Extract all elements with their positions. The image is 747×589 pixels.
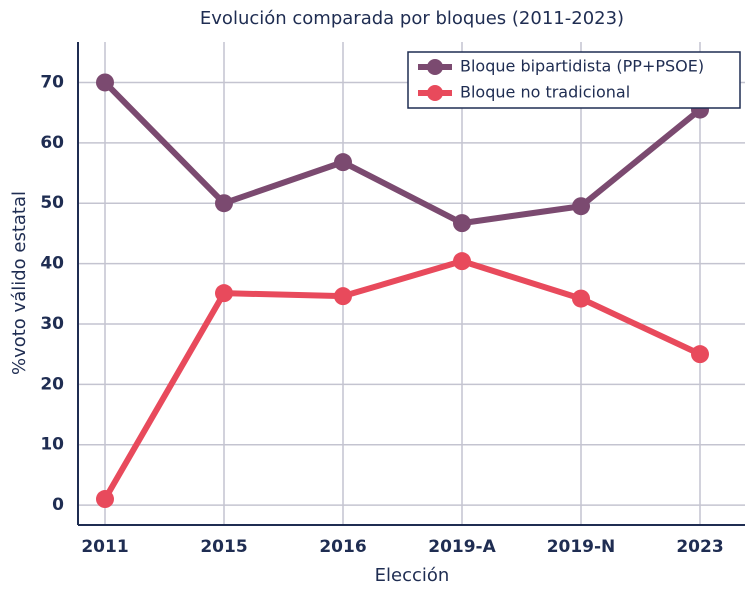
legend-label: Bloque bipartidista (PP+PSOE) [460, 57, 704, 76]
x-tick-label: 2019-N [547, 537, 616, 557]
x-tick-label: 2019-A [428, 537, 496, 557]
series-line [102, 258, 702, 501]
data-point [572, 197, 590, 216]
x-tick-label: 2015 [200, 537, 247, 557]
y-tick-label: 40 [40, 254, 64, 274]
x-tick-label: 2023 [676, 537, 723, 557]
y-tick-label: 20 [40, 374, 64, 394]
series-line [102, 80, 702, 227]
y-tick-label: 60 [40, 133, 64, 153]
data-point [215, 284, 233, 303]
y-tick-label: 50 [40, 193, 64, 213]
data-point [453, 252, 471, 271]
y-tick-label: 70 [40, 72, 64, 92]
y-tick-label: 10 [40, 435, 64, 455]
chart-title: Evolución comparada por bloques (2011-20… [200, 8, 624, 29]
y-axis-label: %voto válido estatal [9, 191, 30, 375]
x-axis-label: Elección [375, 565, 450, 586]
data-point [453, 214, 471, 233]
data-point [96, 73, 114, 92]
data-point [572, 289, 590, 308]
legend-marker [427, 85, 443, 101]
legend-marker [427, 59, 443, 75]
data-point [334, 153, 352, 172]
x-tick-label: 2016 [319, 537, 366, 557]
y-tick-label: 30 [40, 314, 64, 334]
legend-label: Bloque no tradicional [460, 83, 630, 102]
data-point [96, 490, 114, 509]
data-point [334, 287, 352, 306]
data-point [691, 345, 709, 364]
data-point [215, 194, 233, 213]
x-tick-label: 2011 [81, 537, 128, 557]
y-tick-label: 0 [52, 495, 64, 515]
legend-box [407, 51, 741, 109]
